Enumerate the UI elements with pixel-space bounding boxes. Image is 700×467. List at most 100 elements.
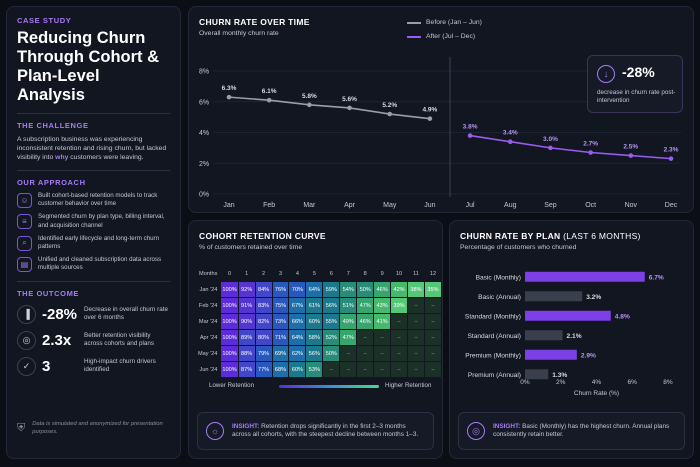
heatmap-column-label: 5 bbox=[312, 270, 316, 277]
callout-value: -28% bbox=[622, 64, 655, 80]
heatmap-column-label: 2 bbox=[262, 270, 266, 277]
heatmap-row: Jun '24 100% 87% 77% 68% 60% 53% – – – – – – – bbox=[194, 362, 441, 377]
heatmap-row-label: May '24 bbox=[197, 350, 218, 357]
heatmap-cell: – bbox=[374, 346, 391, 361]
x-tick-label: Jun bbox=[424, 202, 435, 209]
heatmap-header-row: Months 0 1 2 3 4 5 6 7 8 9 10 11 12 bbox=[194, 266, 441, 281]
heatmap-row: May '24 100% 88% 79% 69% 62% 56% 50% – – – – – – bbox=[194, 346, 441, 361]
users-icon: ☺ bbox=[17, 193, 32, 208]
challenge-text-part: customers were leaving. bbox=[68, 154, 144, 161]
heatmap-cell: – bbox=[323, 362, 340, 377]
approach-text: Identified early lifecycle and long-term… bbox=[38, 234, 160, 251]
heatmap-cell: 43% bbox=[374, 298, 391, 313]
heatmap-cell: 51% bbox=[340, 298, 357, 313]
cohort-insight-text: INSIGHT: Retention drops significantly i… bbox=[232, 423, 425, 440]
heatmap-cell: 76% bbox=[272, 282, 289, 297]
x-tick-label: Mar bbox=[303, 202, 316, 209]
heatmap-cell: – bbox=[424, 314, 441, 329]
outcome-item: ✓ 3 High-impact churn drivers identified bbox=[17, 356, 170, 376]
heatmap-cell: – bbox=[408, 330, 424, 345]
insight-body: Retention drops significantly in the fir… bbox=[232, 422, 419, 439]
heatmap-cell: 64% bbox=[289, 330, 306, 345]
disclaimer-text: Data is simulated and anonymized for pre… bbox=[32, 421, 163, 435]
heatmap-cell: 54% bbox=[340, 282, 357, 297]
challenge-highlight: why bbox=[55, 154, 69, 161]
layers-icon: ≡ bbox=[17, 214, 32, 230]
data-point bbox=[507, 139, 513, 145]
legend-before: Before (Jan – Jun) bbox=[407, 19, 482, 26]
bar-value-label: 1.3% bbox=[552, 372, 567, 379]
shield-icon: ⛨ bbox=[17, 422, 26, 434]
heatmap-cell: 69% bbox=[272, 346, 289, 361]
heatmap-cell: – bbox=[408, 298, 424, 313]
heatmap-cell: 55% bbox=[323, 314, 340, 329]
x-tick-label: Oct bbox=[585, 202, 596, 209]
cohort-insight: ☼ INSIGHT: Retention drops significantly… bbox=[197, 412, 434, 450]
legend-before-label: Before (Jan – Jun) bbox=[426, 19, 482, 26]
heatmap-cell: 82% bbox=[255, 314, 272, 329]
heatmap-cell: 79% bbox=[255, 346, 272, 361]
page-title: Reducing Churn Through Cohort & Plan-Lev… bbox=[17, 29, 160, 104]
category-label: Standard (Annual) bbox=[467, 333, 521, 340]
outcome-text: Better retention visibility across cohor… bbox=[84, 331, 155, 348]
heatmap-column-label: 10 bbox=[395, 270, 403, 277]
eyebrow-label: CASE STUDY bbox=[17, 16, 72, 25]
series-line bbox=[228, 96, 431, 120]
data-point bbox=[467, 133, 473, 138]
heatmap-cell: 73% bbox=[272, 314, 289, 329]
divider bbox=[17, 113, 170, 114]
outcome-value: 3 bbox=[42, 357, 51, 375]
lightbulb-icon: ☼ bbox=[206, 422, 224, 440]
data-point bbox=[387, 111, 393, 117]
heatmap-cell: 75% bbox=[272, 298, 289, 313]
heatmap-cell: 100% bbox=[221, 314, 238, 329]
data-point bbox=[347, 105, 352, 111]
heatmap-cell: 84% bbox=[255, 282, 272, 297]
heatmap-column-label: 1 bbox=[245, 270, 249, 277]
insight-body: Basic (Monthly) has the highest churn. A… bbox=[493, 422, 670, 439]
outcome-heading: THE OUTCOME bbox=[17, 288, 80, 298]
retention-gradient-bar bbox=[279, 385, 379, 388]
heatmap-cell: – bbox=[374, 362, 391, 377]
heatmap-cell: 60% bbox=[289, 362, 306, 377]
heatmap-cell: 92% bbox=[238, 282, 255, 297]
churn-over-time-panel: CHURN RATE OVER TIME Overall monthly chu… bbox=[188, 6, 694, 213]
cohort-heatmap: Months 0 1 2 3 4 5 6 7 8 9 10 11 12 Jan '24 100% 92% 84% 7… bbox=[193, 265, 442, 378]
outcome-item: ▐ -28% Decrease in overall churn rate over… bbox=[17, 304, 170, 324]
bar bbox=[525, 349, 577, 360]
insight-label: INSIGHT: bbox=[493, 422, 521, 430]
y-tick-label: 8% bbox=[199, 69, 209, 76]
heatmap-row: Mar '24 100% 90% 82% 73% 66% 60% 55% 49% 46% 41% – –… bbox=[194, 314, 441, 329]
heatmap-row: Apr '24 100% 89% 80% 71% 64% 58% 52% 47% – – – – – bbox=[194, 330, 441, 345]
heatmap-cell: 100% bbox=[221, 346, 238, 361]
divider bbox=[17, 170, 170, 171]
y-tick-label: 0% bbox=[199, 192, 209, 199]
cohort-retention-panel: COHORT RETENTION CURVE % of customers re… bbox=[188, 220, 443, 459]
check-circle-icon: ✓ bbox=[17, 356, 36, 376]
approach-text: Segmented churn by plan type, billing in… bbox=[38, 213, 165, 229]
data-label: 3.8% bbox=[463, 124, 478, 131]
challenge-text: A subscription business was experiencing… bbox=[17, 135, 170, 162]
legend-after-swatch bbox=[407, 35, 421, 38]
heatmap-cell: 100% bbox=[221, 362, 238, 377]
approach-heading: OUR APPROACH bbox=[17, 178, 86, 187]
data-point bbox=[307, 102, 312, 108]
bar-value-label: 3.2% bbox=[586, 294, 601, 301]
heatmap-cell: – bbox=[357, 330, 374, 345]
heatmap-cell: 100% bbox=[221, 298, 238, 313]
data-point bbox=[588, 150, 593, 155]
callout-text: decrease in churn rate post-intervention bbox=[597, 89, 676, 104]
heatmap-cell: 56% bbox=[306, 346, 323, 361]
category-label: Standard (Monthly) bbox=[465, 313, 521, 320]
bar bbox=[525, 369, 549, 380]
data-label: 2.5% bbox=[623, 144, 638, 151]
heatmap-column-label: 11 bbox=[413, 270, 419, 277]
heatmap-column-label: 0 bbox=[227, 270, 232, 277]
challenge-heading: THE CHALLENGE bbox=[17, 121, 89, 130]
y-tick-label: 2% bbox=[199, 161, 209, 168]
heatmap-cell: 47% bbox=[340, 330, 357, 345]
divider bbox=[17, 280, 170, 282]
search-icon: ⌕ bbox=[17, 235, 32, 251]
heatmap-cell: 56% bbox=[323, 298, 340, 313]
heatmap-cell: 59% bbox=[323, 282, 340, 297]
